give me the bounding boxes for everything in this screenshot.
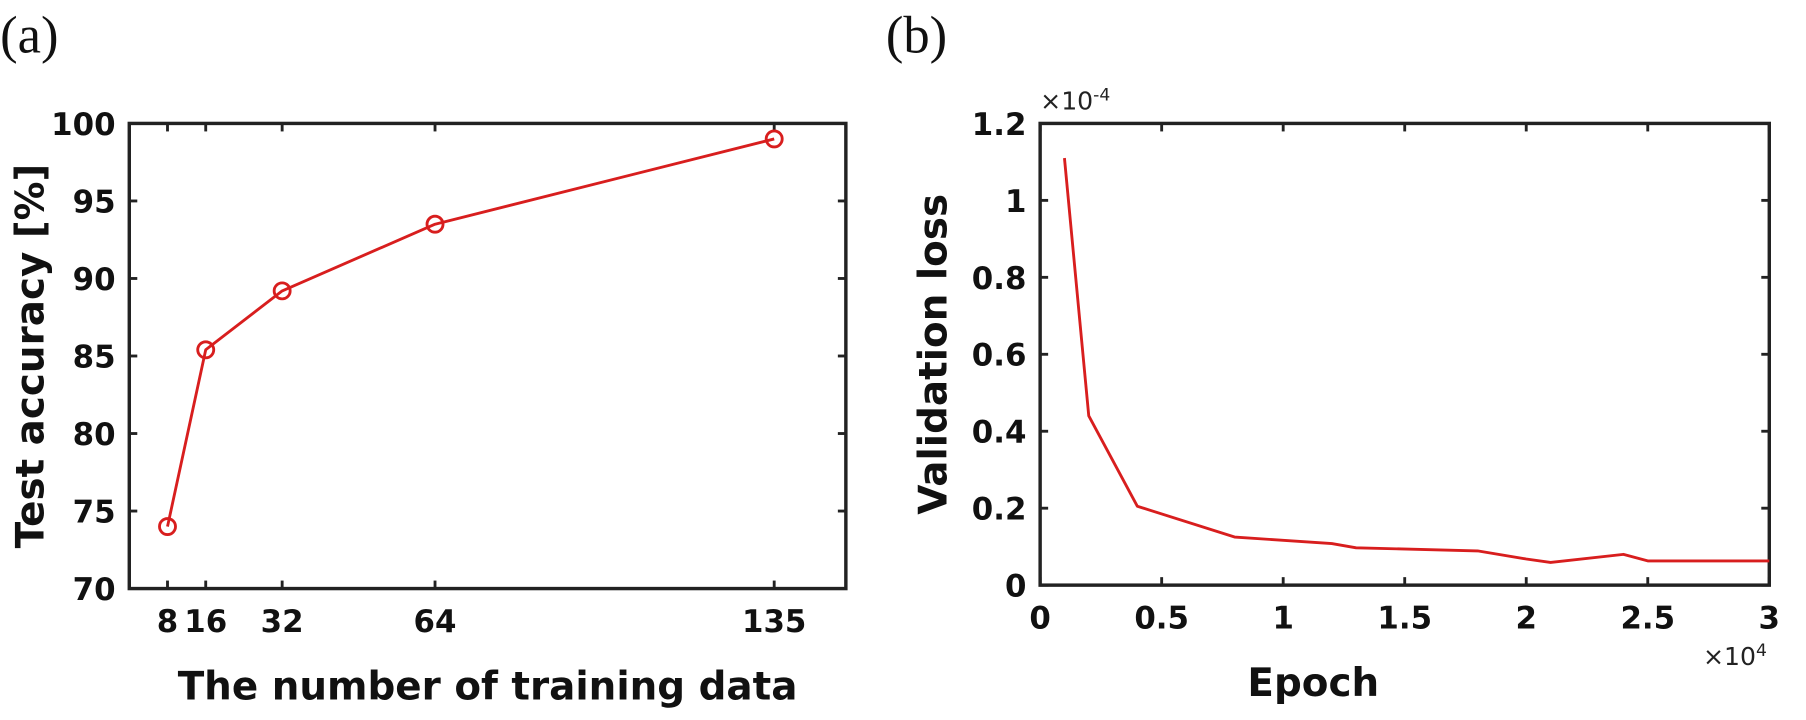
- x-multiplier-exponent: 4: [1756, 641, 1767, 661]
- y-tick-label: 90: [73, 262, 116, 298]
- data-point: [158, 517, 177, 536]
- x-tick-label: 1: [1272, 601, 1293, 637]
- x-axis-label: The number of training data: [178, 664, 798, 709]
- x-tick-label: 16: [184, 604, 227, 640]
- data-point: [764, 129, 784, 149]
- y-tick-label: 0.4: [972, 415, 1027, 451]
- series-line: [166, 137, 775, 527]
- y-multiplier-base: ×10: [1040, 87, 1093, 116]
- x-tick-label: 1.5: [1377, 601, 1432, 637]
- x-tick-label: 32: [261, 604, 304, 640]
- x-axis-label: Epoch: [1247, 661, 1379, 706]
- y-tick-label: 75: [73, 494, 116, 530]
- y-tick-label: 100: [51, 107, 115, 143]
- x-tick-label: 0: [1029, 601, 1050, 637]
- y-axis-label: Test accuracy [%]: [9, 164, 54, 548]
- y-tick-label: 0: [1005, 569, 1026, 605]
- y-tick-label: 0.8: [972, 261, 1027, 297]
- y-axis-label: Validation loss: [911, 194, 956, 515]
- data-point: [272, 281, 292, 301]
- panel-label: (b): [886, 7, 947, 65]
- y-tick-label: 1.2: [972, 107, 1027, 143]
- y-tick-label: 70: [73, 572, 116, 608]
- series-line: [1063, 157, 1770, 564]
- x-tick-label: 64: [414, 604, 457, 640]
- y-tick-label: 0.6: [972, 338, 1027, 374]
- y-tick-label: 80: [73, 417, 116, 453]
- data-point: [196, 340, 216, 360]
- x-tick-label: 2: [1516, 601, 1537, 637]
- x-tick-label: 0.5: [1134, 601, 1189, 637]
- chart-a: (a) 8 16 32 64 135 70 75 80 85 90 95 100 The number o…: [0, 7, 848, 709]
- y-tick-label: 0.2: [972, 492, 1027, 528]
- axes-box: [127, 121, 848, 591]
- x-tick-label: 8: [157, 604, 178, 640]
- y-tick-label: 95: [73, 184, 116, 220]
- y-tick-label: 85: [73, 339, 116, 375]
- chart-b: (b) 0 0.5 1 1.5 2 2.5 3 0 0.2 0.4 0.6 0.8 1 1.2 Epoch Va…: [886, 7, 1780, 706]
- x-tick-label: 2.5: [1620, 601, 1675, 637]
- panel-label: (a): [0, 7, 58, 65]
- x-tick-label: 3: [1759, 601, 1780, 637]
- x-multiplier-base: ×10: [1703, 642, 1756, 671]
- y-tick-label: 1: [1005, 184, 1026, 220]
- x-multiplier: ×104: [1703, 641, 1767, 671]
- y-multiplier-exponent: -4: [1093, 86, 1110, 106]
- y-multiplier: ×10-4: [1040, 86, 1110, 116]
- axes-box: [1038, 121, 1771, 587]
- x-tick-label: 135: [742, 604, 806, 640]
- data-point: [425, 214, 445, 234]
